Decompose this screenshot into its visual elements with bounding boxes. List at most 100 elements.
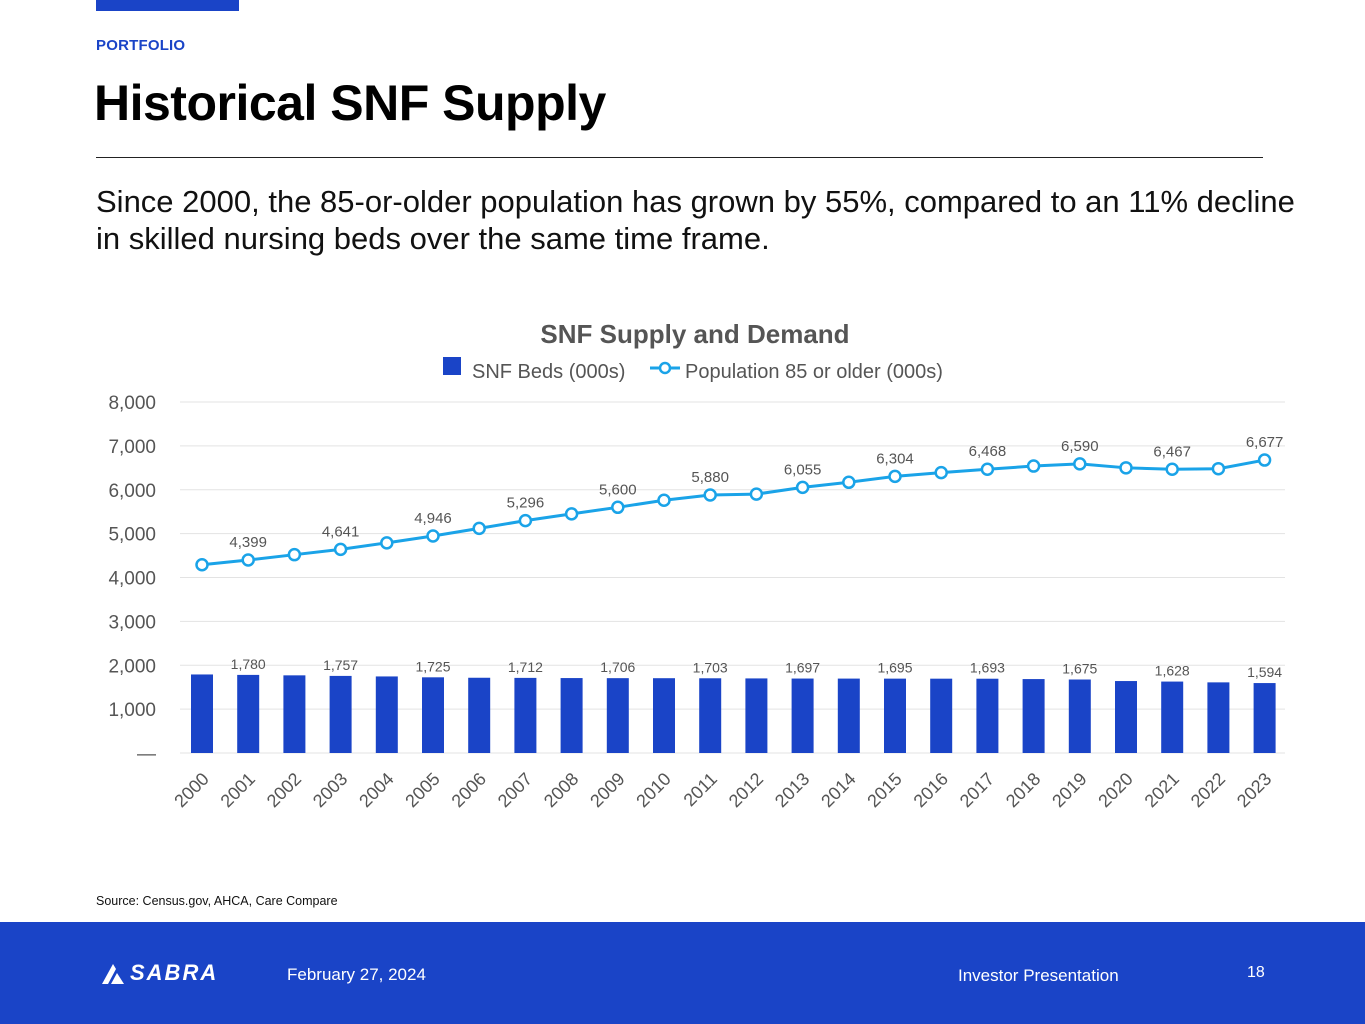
line-point-2000 bbox=[195, 558, 209, 572]
legend-bars-swatch bbox=[443, 357, 461, 375]
line-data-label: 5,880 bbox=[691, 469, 729, 486]
page-subtitle: Since 2000, the 85-or-older population h… bbox=[96, 184, 1295, 256]
bar-2006 bbox=[468, 677, 491, 753]
bar-2001 bbox=[237, 674, 260, 753]
bar-2000 bbox=[191, 674, 213, 753]
y-tick-label: 4,000 bbox=[108, 569, 156, 590]
x-tick-label: 2019 bbox=[1048, 769, 1090, 811]
sabra-logo-icon bbox=[102, 964, 124, 984]
bar-data-label: 1,725 bbox=[415, 658, 450, 674]
page-title: Historical SNF Supply bbox=[94, 75, 606, 131]
bar-data-label: 1,594 bbox=[1247, 664, 1282, 680]
x-tick-label: 2004 bbox=[355, 769, 397, 811]
line-point-2023 bbox=[1257, 453, 1272, 467]
line-point-2010 bbox=[657, 493, 671, 508]
x-tick-label: 2012 bbox=[725, 769, 767, 811]
line-point-2020 bbox=[1119, 461, 1133, 475]
x-tick-label: 2020 bbox=[1094, 769, 1136, 811]
bar-2021 bbox=[1161, 681, 1184, 753]
line-point-2014 bbox=[842, 475, 856, 490]
line-data-label: 6,590 bbox=[1061, 438, 1099, 455]
x-tick-label: 2015 bbox=[863, 769, 905, 811]
line-point-2018 bbox=[1026, 459, 1041, 473]
bar-2013 bbox=[791, 678, 814, 753]
bar-2007 bbox=[514, 677, 537, 753]
logo-text: SABRA bbox=[130, 960, 219, 985]
line-point-2007 bbox=[518, 513, 533, 528]
bar-2009 bbox=[606, 678, 629, 753]
line-point-2006 bbox=[472, 521, 486, 536]
footer-label: Investor Presentation bbox=[958, 966, 1119, 985]
line-point-2012 bbox=[749, 487, 764, 501]
x-tick-label: 2018 bbox=[1002, 769, 1044, 811]
bar-data-label: 1,703 bbox=[693, 659, 728, 675]
title-divider bbox=[96, 157, 1263, 158]
x-tick-label: 2011 bbox=[680, 769, 722, 811]
bar-2016 bbox=[930, 678, 953, 753]
y-tick-label: 2,000 bbox=[108, 656, 156, 677]
y-tick-label: 3,000 bbox=[108, 612, 156, 633]
line-point-2009 bbox=[611, 500, 625, 515]
bar-2010 bbox=[653, 678, 675, 753]
bar-data-label: 1,780 bbox=[231, 656, 266, 672]
bar-data-label: 1,695 bbox=[877, 660, 912, 676]
x-tick-label: 2001 bbox=[217, 769, 259, 811]
x-tick-label: 2002 bbox=[263, 769, 305, 811]
x-tick-label: 2014 bbox=[817, 769, 859, 811]
x-tick-label: 2009 bbox=[586, 769, 628, 811]
bar-2022 bbox=[1207, 682, 1230, 753]
sabra-logo: SABRA bbox=[100, 960, 218, 986]
line-point-2015 bbox=[888, 469, 902, 484]
population-line bbox=[201, 458, 1265, 567]
line-point-2001 bbox=[241, 553, 255, 567]
x-tick-label: 2005 bbox=[401, 769, 443, 811]
source-note: Source: Census.gov, AHCA, Care Compare bbox=[96, 894, 338, 908]
bar-2023 bbox=[1253, 683, 1276, 753]
bar-2005 bbox=[422, 677, 444, 753]
bar-data-label: 1,693 bbox=[970, 660, 1005, 676]
line-point-2003 bbox=[333, 542, 348, 557]
snf-supply-demand-chart: SNF Supply and Demand SNF Beds (000s) Popu… bbox=[108, 319, 1285, 811]
section-label: PORTFOLIO bbox=[96, 37, 186, 54]
line-data-label: 6,467 bbox=[1153, 443, 1191, 460]
bar-data-label: 1,675 bbox=[1062, 661, 1097, 677]
bar-2002 bbox=[283, 675, 306, 753]
line-data-label: 6,468 bbox=[969, 443, 1007, 460]
x-tick-label: 2023 bbox=[1233, 769, 1275, 811]
y-tick-label: 6,000 bbox=[108, 481, 156, 502]
x-tick-label: 2007 bbox=[494, 769, 536, 811]
bar-data-label: 1,628 bbox=[1155, 663, 1190, 679]
line-data-label: 4,399 bbox=[229, 534, 267, 551]
line-point-2021 bbox=[1165, 462, 1179, 477]
x-tick-label: 2021 bbox=[1141, 769, 1183, 811]
line-point-2002 bbox=[287, 547, 302, 562]
x-tick-label: 2010 bbox=[632, 769, 674, 811]
bar-2014 bbox=[837, 678, 860, 753]
y-tick-label: 1,000 bbox=[108, 700, 156, 721]
bar-2008 bbox=[560, 678, 583, 753]
bar-2011 bbox=[699, 678, 722, 753]
y-tick-label: 5,000 bbox=[108, 525, 156, 546]
line-point-2013 bbox=[795, 480, 810, 495]
legend-line-marker bbox=[658, 361, 672, 375]
x-tick-label: 2006 bbox=[448, 769, 490, 811]
line-data-label: 5,600 bbox=[599, 481, 637, 498]
line-point-2017 bbox=[980, 462, 995, 476]
top-accent-bar bbox=[96, 0, 239, 11]
legend-line-label: Population 85 or older (000s) bbox=[685, 361, 943, 383]
line-data-label: 6,055 bbox=[784, 461, 822, 478]
x-tick-label: 2000 bbox=[170, 769, 212, 811]
line-data-label: 6,677 bbox=[1246, 434, 1284, 451]
y-tick-label: 7,000 bbox=[108, 437, 156, 458]
bar-2003 bbox=[329, 675, 352, 753]
x-tick-label: 2016 bbox=[910, 769, 952, 811]
y-tick-label: 8,000 bbox=[108, 393, 156, 414]
line-point-2016 bbox=[934, 465, 948, 480]
bar-2012 bbox=[745, 678, 768, 753]
line-point-2008 bbox=[564, 507, 579, 521]
footer-date: February 27, 2024 bbox=[287, 965, 426, 984]
x-tick-label: 2017 bbox=[956, 769, 998, 811]
line-data-label: 4,641 bbox=[322, 523, 360, 540]
line-point-2019 bbox=[1073, 457, 1087, 471]
y-tick-label: — bbox=[137, 744, 156, 765]
